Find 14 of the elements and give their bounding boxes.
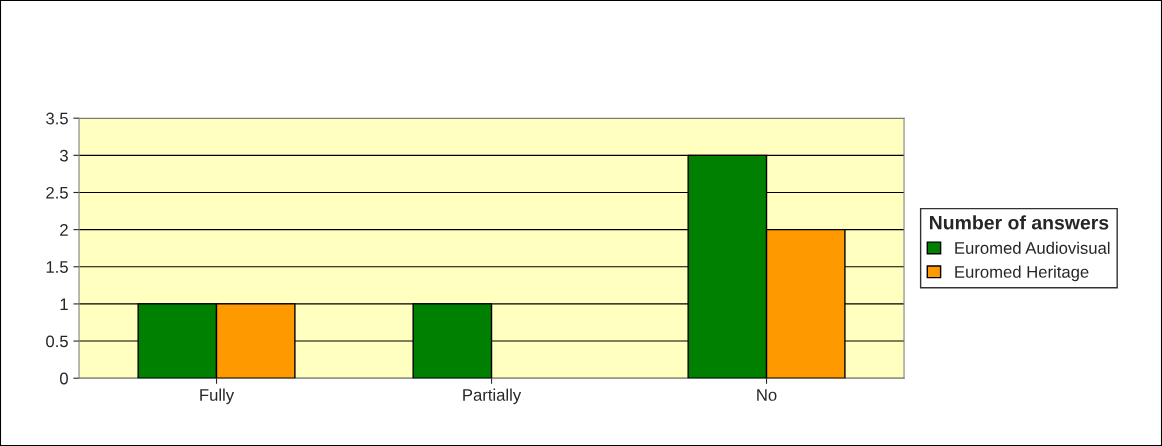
y-tick-label: 0 [59,372,68,385]
legend-label: Euromed Heritage [955,265,1089,282]
y-tick-label: 2.5 [46,186,68,199]
x-tick-label: Fully [200,388,235,405]
x-tick-label: Partially [463,388,522,405]
y-tick-label: 1.5 [46,261,68,273]
legend-label: Euromed Audiovisual [955,241,1110,254]
y-tick-label: 1 [60,298,68,310]
y-tick-label: 3.5 [46,112,68,125]
x-tick-label: No [757,389,777,401]
y-tick-label: 3 [59,149,68,162]
y-tick-label: 0.5 [46,335,68,348]
y-tick-label: 2 [60,224,68,236]
legend-title: Number of answers [929,215,1109,230]
